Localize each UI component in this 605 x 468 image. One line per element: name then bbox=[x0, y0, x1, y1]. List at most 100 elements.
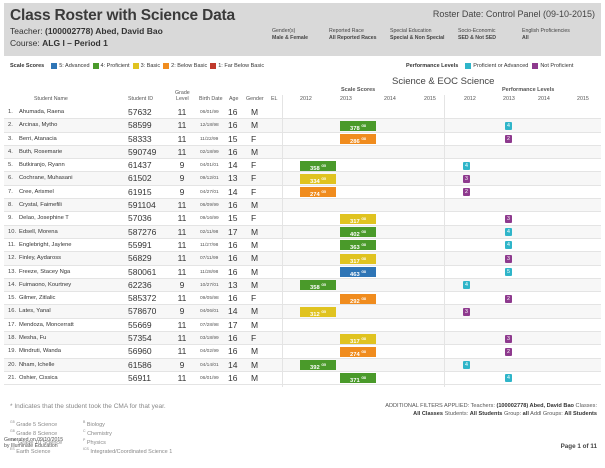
filter-race: Reported Race All Reported Races bbox=[329, 28, 377, 42]
grade-level: 11 bbox=[177, 319, 187, 330]
subject-key-right: B Biology C Chemistry P Physics ICS Integra… bbox=[83, 419, 172, 455]
col-header-perf-2012: 2012 bbox=[464, 96, 476, 102]
birth-date: 04/27/01 bbox=[200, 189, 219, 195]
birth-date: 06/01/99 bbox=[200, 110, 219, 115]
student-name: Cree, Arismel bbox=[19, 188, 54, 195]
legend-label: 4: Proficient bbox=[100, 63, 130, 69]
student-id: 57632 bbox=[128, 107, 152, 117]
grade-level: 9 bbox=[179, 306, 185, 317]
student-name: Berri, Atanacia bbox=[19, 135, 57, 142]
scale-score-cell: 292 G8 bbox=[340, 293, 376, 305]
legend-label: 5: Advanced bbox=[59, 63, 90, 69]
student-id: 56911 bbox=[128, 372, 152, 383]
filter-value: All Reported Races bbox=[329, 35, 377, 41]
table-row: 17. Mendoza, Moncerratt 55669 11 07/28/98 17 M bbox=[4, 318, 601, 333]
addl-prefix: ADDITIONAL FILTERS APPLIED: Teachers: bbox=[385, 403, 495, 409]
performance-level-badge: 2 bbox=[505, 294, 512, 303]
row-number: 10. bbox=[8, 228, 17, 235]
teacher-value: (100002778) Abed, David Bao bbox=[44, 26, 163, 36]
row-number: 19. bbox=[8, 348, 17, 355]
student-name: Finley, Aydaross bbox=[19, 255, 61, 262]
subject-code: G8 bbox=[361, 376, 366, 381]
row-number: 20. bbox=[8, 361, 17, 368]
row-number: 16. bbox=[8, 308, 17, 315]
student-name: Delao, Josephine T bbox=[19, 215, 69, 222]
legend-swatch-far-below-basic bbox=[210, 63, 217, 69]
scale-score-cell: 392 G5 bbox=[300, 360, 336, 371]
gender: F bbox=[251, 213, 257, 224]
legend-swatch-proficient bbox=[92, 63, 99, 69]
gender: M bbox=[251, 146, 259, 157]
table-row: 20. Nham, Ichelle 61586 9 04/14/01 14 M 392 G5 4 bbox=[4, 358, 601, 372]
col-header-score-2015: 2015 bbox=[424, 96, 436, 102]
row-number: 12. bbox=[8, 255, 17, 262]
row-number: 18. bbox=[8, 335, 17, 342]
col-header-perf-2015: 2015 bbox=[577, 96, 589, 102]
legend-label: Proficient or Advanced bbox=[473, 63, 529, 69]
birth-date: 12/18/98 bbox=[200, 123, 219, 129]
age: 13 bbox=[228, 279, 238, 290]
scale-score-value: 378 bbox=[350, 125, 360, 132]
performance-level-badge: 4 bbox=[505, 121, 512, 130]
age: 14 bbox=[228, 186, 238, 197]
performance-level-badge: 3 bbox=[463, 174, 470, 183]
student-name: Edsell, Morena bbox=[19, 228, 58, 235]
performance-level-badge: 5 bbox=[505, 268, 512, 277]
student-name: Cochrane, Muhasani bbox=[19, 175, 73, 182]
performance-level-badge: 4 bbox=[505, 228, 512, 237]
subject-key-item: P Physics bbox=[83, 437, 172, 446]
scale-score-value: 334 bbox=[310, 178, 320, 185]
subject-code: G5 bbox=[321, 176, 326, 181]
table-row: 8. Crystal, Faimefili 591104 11 06/09/99 16 M bbox=[4, 199, 601, 213]
grade-level: 9 bbox=[179, 160, 185, 171]
subject-key-item: B Biology bbox=[83, 419, 172, 428]
subject-key-code: B bbox=[83, 420, 86, 424]
scale-score-value: 363 bbox=[350, 245, 360, 252]
age: 14 bbox=[228, 359, 238, 370]
student-name: Ahumada, Raena bbox=[19, 109, 65, 115]
scale-score-cell: 363 G8 bbox=[340, 240, 376, 252]
performance-legend: Performance Levels Proficient or Advance… bbox=[406, 61, 573, 71]
gender: M bbox=[251, 319, 259, 330]
col-header-score-2012: 2012 bbox=[300, 96, 312, 102]
table-row: 2. Arcinas, Mytho 58599 11 12/18/98 16 M 378 G8… bbox=[4, 119, 601, 133]
grade-level: 11 bbox=[177, 120, 187, 131]
gender: F bbox=[251, 293, 257, 304]
table-row: 6. Cochrane, Muhasani 61502 9 09/12/01 13 F 334… bbox=[4, 172, 601, 186]
age: 15 bbox=[228, 213, 238, 224]
table-row: 19. Mindruti, Wanda 56960 11 04/02/99 16 M 274 … bbox=[4, 345, 601, 359]
grade-level: 11 bbox=[177, 133, 187, 144]
subject-code: G5 bbox=[321, 190, 326, 195]
age: 16 bbox=[228, 239, 238, 250]
student-id: 56829 bbox=[128, 253, 152, 264]
birth-date: 02/18/99 bbox=[200, 149, 219, 155]
row-number: 6. bbox=[8, 175, 13, 182]
table-row: 15. Gilmer, Zitlalic 585372 11 09/05/98 16 F 29… bbox=[4, 292, 601, 306]
birth-date: 02/11/98 bbox=[200, 229, 219, 235]
legend-label: 3: Basic bbox=[140, 63, 161, 69]
table-row: 4. Buth, Rosemarie 590749 11 02/18/99 16 M bbox=[4, 145, 601, 160]
performance-level-badge: 2 bbox=[505, 135, 512, 144]
age: 15 bbox=[228, 133, 238, 144]
subject-code: G8 bbox=[361, 270, 366, 275]
legend-label: 2: Below Basic bbox=[171, 63, 208, 69]
subject-key-label: Grade 8 Science bbox=[16, 430, 58, 437]
subject-code: G8 bbox=[361, 349, 366, 354]
subject-key-code: C bbox=[83, 429, 86, 434]
legend-swatch-below-basic bbox=[163, 63, 170, 69]
subject-key-item: G5 Grade 5 Science bbox=[10, 419, 62, 428]
performance-level-badge: 4 bbox=[463, 361, 470, 370]
subject-key-label: Chemistry bbox=[87, 430, 112, 437]
scale-scores-header: Scale Scores bbox=[341, 87, 376, 93]
subject-key-item: G10 Grade 10 Science bbox=[10, 437, 62, 446]
legend-label: Not Proficient bbox=[540, 63, 574, 69]
student-id: 56960 bbox=[128, 346, 152, 357]
scale-score-cell: 274 G8 bbox=[340, 346, 376, 358]
subject-code: G5 bbox=[321, 283, 326, 288]
scale-score-cell: 274 G5 bbox=[300, 187, 336, 198]
gender: M bbox=[251, 346, 259, 357]
subject-code: G5 bbox=[321, 309, 326, 314]
scale-score-cell: 286 G8 bbox=[340, 134, 376, 145]
subject-code: G8 bbox=[361, 296, 366, 301]
scale-score-cell: 317 G8 bbox=[340, 213, 376, 225]
